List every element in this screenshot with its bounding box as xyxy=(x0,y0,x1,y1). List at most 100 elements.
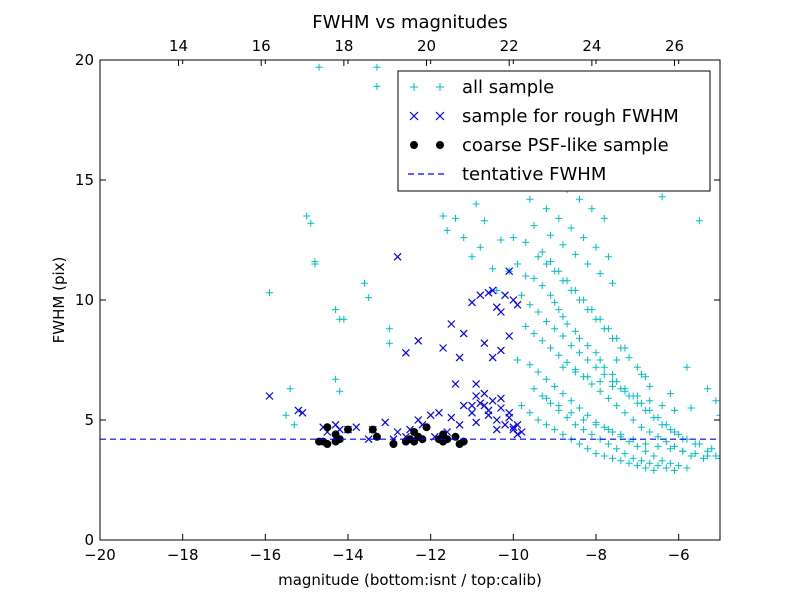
data-point-all-sample xyxy=(683,464,691,472)
data-point-all-sample xyxy=(575,349,583,357)
data-point-all-sample xyxy=(604,253,612,261)
data-point-all-sample xyxy=(637,370,645,378)
data-point-all-sample xyxy=(436,83,444,91)
data-point-all-sample xyxy=(563,320,571,328)
data-point-psf-like xyxy=(439,430,448,439)
top-tick-label: 14 xyxy=(169,37,188,55)
data-point-psf-like xyxy=(389,440,398,448)
data-point-all-sample xyxy=(592,363,600,371)
data-point-all-sample xyxy=(609,370,617,378)
data-point-all-sample xyxy=(580,426,588,434)
data-point-all-sample xyxy=(633,462,641,470)
data-point-rough-fwhm xyxy=(265,392,274,400)
data-point-all-sample xyxy=(666,445,674,453)
data-point-all-sample xyxy=(563,414,571,422)
data-point-psf-like xyxy=(410,141,418,149)
data-point-all-sample xyxy=(547,258,555,266)
legend-label: tentative FWHM xyxy=(462,164,606,185)
data-point-all-sample xyxy=(332,375,340,383)
data-point-all-sample xyxy=(522,272,530,280)
data-point-all-sample xyxy=(534,368,542,376)
data-point-all-sample xyxy=(547,399,555,407)
data-point-all-sample xyxy=(340,315,348,323)
data-point-all-sample xyxy=(675,462,683,470)
data-point-all-sample xyxy=(575,195,583,203)
data-point-all-sample xyxy=(621,409,629,417)
data-point-rough-fwhm xyxy=(468,401,476,410)
data-point-all-sample xyxy=(584,373,592,381)
data-point-rough-fwhm xyxy=(468,408,476,417)
data-point-all-sample xyxy=(332,306,340,314)
data-point-rough-fwhm xyxy=(497,394,505,403)
data-point-all-sample xyxy=(699,454,707,462)
data-point-rough-fwhm xyxy=(439,344,447,352)
data-point-all-sample xyxy=(691,450,699,458)
legend: all sample sample for rough FWHM coarse PS… xyxy=(397,70,711,192)
data-point-all-sample xyxy=(642,440,650,448)
data-point-rough-fwhm xyxy=(414,336,423,345)
data-point-all-sample xyxy=(646,397,654,405)
data-point-all-sample xyxy=(451,214,459,222)
data-point-all-sample xyxy=(489,265,497,273)
data-point-all-sample xyxy=(518,291,526,299)
x-tick-label: −10 xyxy=(498,546,530,564)
data-point-all-sample xyxy=(584,411,592,419)
data-point-all-sample xyxy=(650,466,658,474)
data-point-all-sample xyxy=(637,423,645,431)
data-point-all-sample xyxy=(625,392,633,400)
data-point-all-sample xyxy=(307,219,315,227)
data-point-psf-like xyxy=(344,425,352,434)
data-point-all-sample xyxy=(468,253,476,261)
data-point-rough-fwhm xyxy=(455,420,464,429)
data-point-rough-fwhm xyxy=(505,267,514,276)
data-point-all-sample xyxy=(547,291,555,299)
top-tick-label: 20 xyxy=(417,37,436,55)
data-point-all-sample xyxy=(538,282,546,290)
data-point-rough-fwhm xyxy=(480,339,489,348)
data-point-all-sample xyxy=(530,222,538,230)
data-point-all-sample xyxy=(580,234,588,242)
data-point-all-sample xyxy=(625,459,633,467)
data-point-all-sample xyxy=(282,411,290,419)
top-tick-label: 24 xyxy=(582,37,601,55)
data-point-all-sample xyxy=(526,301,534,309)
data-point-all-sample xyxy=(613,402,621,410)
data-point-all-sample xyxy=(646,459,654,467)
data-point-all-sample xyxy=(530,274,538,282)
data-point-rough-fwhm xyxy=(364,435,373,444)
data-point-all-sample xyxy=(629,416,637,424)
data-point-all-sample xyxy=(621,450,629,458)
data-point-rough-fwhm xyxy=(509,423,518,432)
data-point-all-sample xyxy=(584,260,592,268)
data-point-all-sample xyxy=(642,406,650,414)
data-point-all-sample xyxy=(385,325,393,333)
data-point-all-sample xyxy=(567,342,575,350)
data-point-all-sample xyxy=(704,452,712,460)
data-point-all-sample xyxy=(336,387,344,395)
data-point-rough-fwhm xyxy=(505,332,514,340)
data-point-rough-fwhm xyxy=(497,346,505,355)
data-point-rough-fwhm xyxy=(476,399,485,408)
data-point-all-sample xyxy=(526,195,534,203)
data-point-all-sample xyxy=(551,382,559,390)
data-point-psf-like xyxy=(422,423,431,432)
data-point-rough-fwhm xyxy=(484,288,493,297)
data-point-psf-like xyxy=(368,425,377,434)
data-point-rough-fwhm xyxy=(393,252,402,261)
data-point-all-sample xyxy=(551,298,559,306)
data-point-all-sample xyxy=(613,445,621,453)
data-point-all-sample xyxy=(373,82,381,90)
data-point-all-sample xyxy=(443,226,451,234)
data-point-all-sample xyxy=(633,442,641,450)
x-tick-label: −16 xyxy=(250,546,282,564)
data-point-all-sample xyxy=(600,423,608,431)
data-point-all-sample xyxy=(617,430,625,438)
data-point-all-sample xyxy=(654,442,662,450)
data-point-all-sample xyxy=(265,289,273,297)
data-point-rough-fwhm xyxy=(451,380,460,388)
data-point-all-sample xyxy=(708,445,716,453)
x-tick-label: −8 xyxy=(585,546,607,564)
data-point-rough-fwhm xyxy=(435,408,443,417)
